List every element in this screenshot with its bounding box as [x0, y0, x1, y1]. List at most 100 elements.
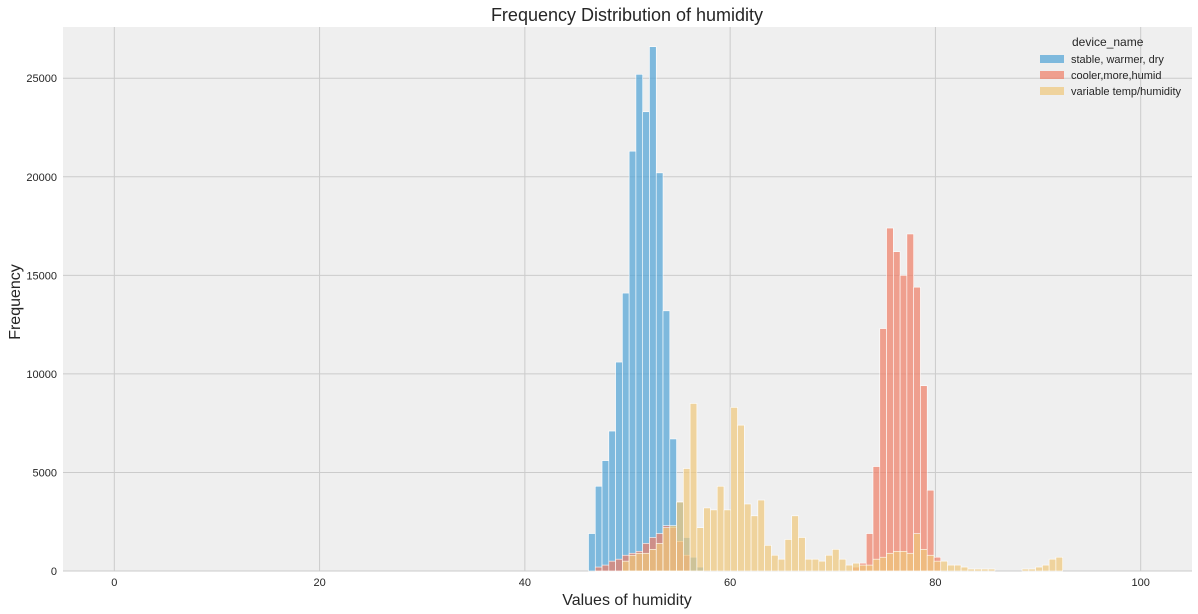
histogram-bar	[662, 527, 671, 572]
legend-label: variable temp/humidity	[1071, 86, 1182, 98]
y-tick-label: 5000	[33, 467, 57, 479]
histogram-bar	[852, 562, 860, 572]
histogram-bar	[811, 558, 820, 572]
histogram-bar	[974, 568, 982, 572]
histogram-bar	[886, 227, 894, 572]
bars	[588, 46, 1063, 572]
histogram-bar	[615, 558, 623, 572]
legend-title: device_name	[1072, 35, 1144, 49]
legend-label: cooler,more,humid	[1071, 70, 1162, 82]
legend-swatch	[1040, 87, 1064, 95]
histogram-bar	[1055, 556, 1063, 572]
legend-items: stable, warmer, dry cooler,more,humid vari…	[1040, 54, 1182, 98]
histogram-bar	[967, 568, 975, 572]
histogram-bar	[947, 564, 955, 572]
histogram-bar	[710, 509, 718, 572]
grid-lines	[63, 27, 1192, 572]
histogram-bar	[628, 554, 637, 572]
series-0-bars	[588, 46, 704, 572]
legend-swatch	[1040, 71, 1064, 79]
histogram-bar	[744, 503, 752, 572]
histogram-bar	[940, 560, 948, 572]
histogram-bar	[737, 424, 745, 572]
histogram-bar	[676, 501, 684, 572]
y-tick-label: 25000	[26, 73, 57, 85]
histogram-bar	[750, 515, 759, 572]
legend: device_name stable, warmer, dry cooler,mo…	[1040, 35, 1182, 98]
histogram-bar	[771, 554, 779, 572]
histogram-bar	[622, 292, 630, 572]
chart-title: Frequency Distribution of humidity	[491, 5, 763, 25]
histogram-bar	[628, 150, 637, 572]
histogram-bar	[804, 558, 813, 572]
histogram-bar	[784, 539, 793, 572]
histogram-bar	[655, 543, 664, 572]
histogram-bar	[933, 560, 942, 572]
histogram-bar	[913, 286, 921, 572]
histogram-bar	[798, 537, 806, 572]
tick-labels: 0 20 40 60 80 100 0 5000 10000 15000 20000 25000	[26, 73, 1149, 589]
histogram-bar	[920, 385, 928, 572]
histogram-bar	[777, 558, 786, 572]
histogram-bar	[818, 560, 826, 572]
x-tick-label: 20	[313, 577, 325, 589]
histogram-bar	[1028, 568, 1036, 572]
histogram-bar	[1048, 558, 1057, 572]
histogram-bar	[594, 566, 603, 572]
histogram-bar	[920, 549, 928, 572]
histogram-bar	[669, 525, 677, 572]
series-2-bars	[622, 403, 1063, 572]
histogram-bar	[703, 507, 711, 572]
histogram-bar	[926, 554, 935, 572]
x-axis-label: Values of humidity	[562, 592, 692, 609]
histogram-bar	[655, 172, 664, 572]
x-tick-label: 100	[1132, 577, 1150, 589]
histogram-bar	[601, 564, 610, 572]
legend-label: stable, warmer, dry	[1071, 54, 1164, 66]
x-tick-label: 60	[724, 577, 736, 589]
histogram-bar	[886, 552, 894, 572]
histogram-bar	[716, 485, 725, 572]
histogram-bar	[635, 552, 643, 572]
histogram-bar	[899, 550, 908, 572]
histogram-bar	[1021, 568, 1030, 572]
histogram-bar	[757, 499, 765, 572]
histogram-bar	[723, 509, 732, 572]
histogram-bar	[906, 552, 914, 572]
histogram-bar	[960, 566, 969, 572]
histogram-bar	[913, 533, 921, 572]
y-tick-label: 15000	[26, 270, 57, 282]
histogram-bar	[832, 549, 840, 572]
histogram-bar	[608, 560, 616, 572]
histogram-bar	[689, 403, 698, 572]
histogram-bar	[601, 460, 610, 572]
histogram-bar	[879, 556, 887, 572]
histogram-bar	[1035, 566, 1043, 572]
x-tick-label: 40	[519, 577, 531, 589]
histogram-bar	[615, 361, 623, 572]
histogram-bar	[635, 74, 643, 572]
histogram-bar	[872, 466, 881, 572]
histogram-bar	[953, 564, 962, 572]
x-tick-label: 0	[111, 577, 117, 589]
histogram-bar	[987, 568, 996, 572]
histogram-bar	[859, 564, 867, 572]
histogram-bar	[608, 430, 616, 572]
y-tick-label: 20000	[26, 172, 57, 184]
histogram-bar	[622, 560, 630, 572]
histogram-bar	[893, 550, 901, 572]
histogram-bar	[865, 564, 874, 572]
histogram-bar	[825, 554, 833, 572]
y-axis-label: Frequency	[7, 264, 24, 340]
histogram-bar	[730, 407, 738, 572]
histogram-bar	[906, 233, 914, 572]
histogram-bar	[845, 564, 853, 572]
histogram-bar	[791, 515, 799, 572]
histogram-bar	[838, 558, 847, 572]
histogram-bar	[696, 527, 704, 572]
histogram-bar	[649, 549, 657, 572]
histogram-bar	[981, 568, 989, 572]
histogram-bar	[594, 485, 603, 572]
histogram-bar	[893, 251, 901, 572]
